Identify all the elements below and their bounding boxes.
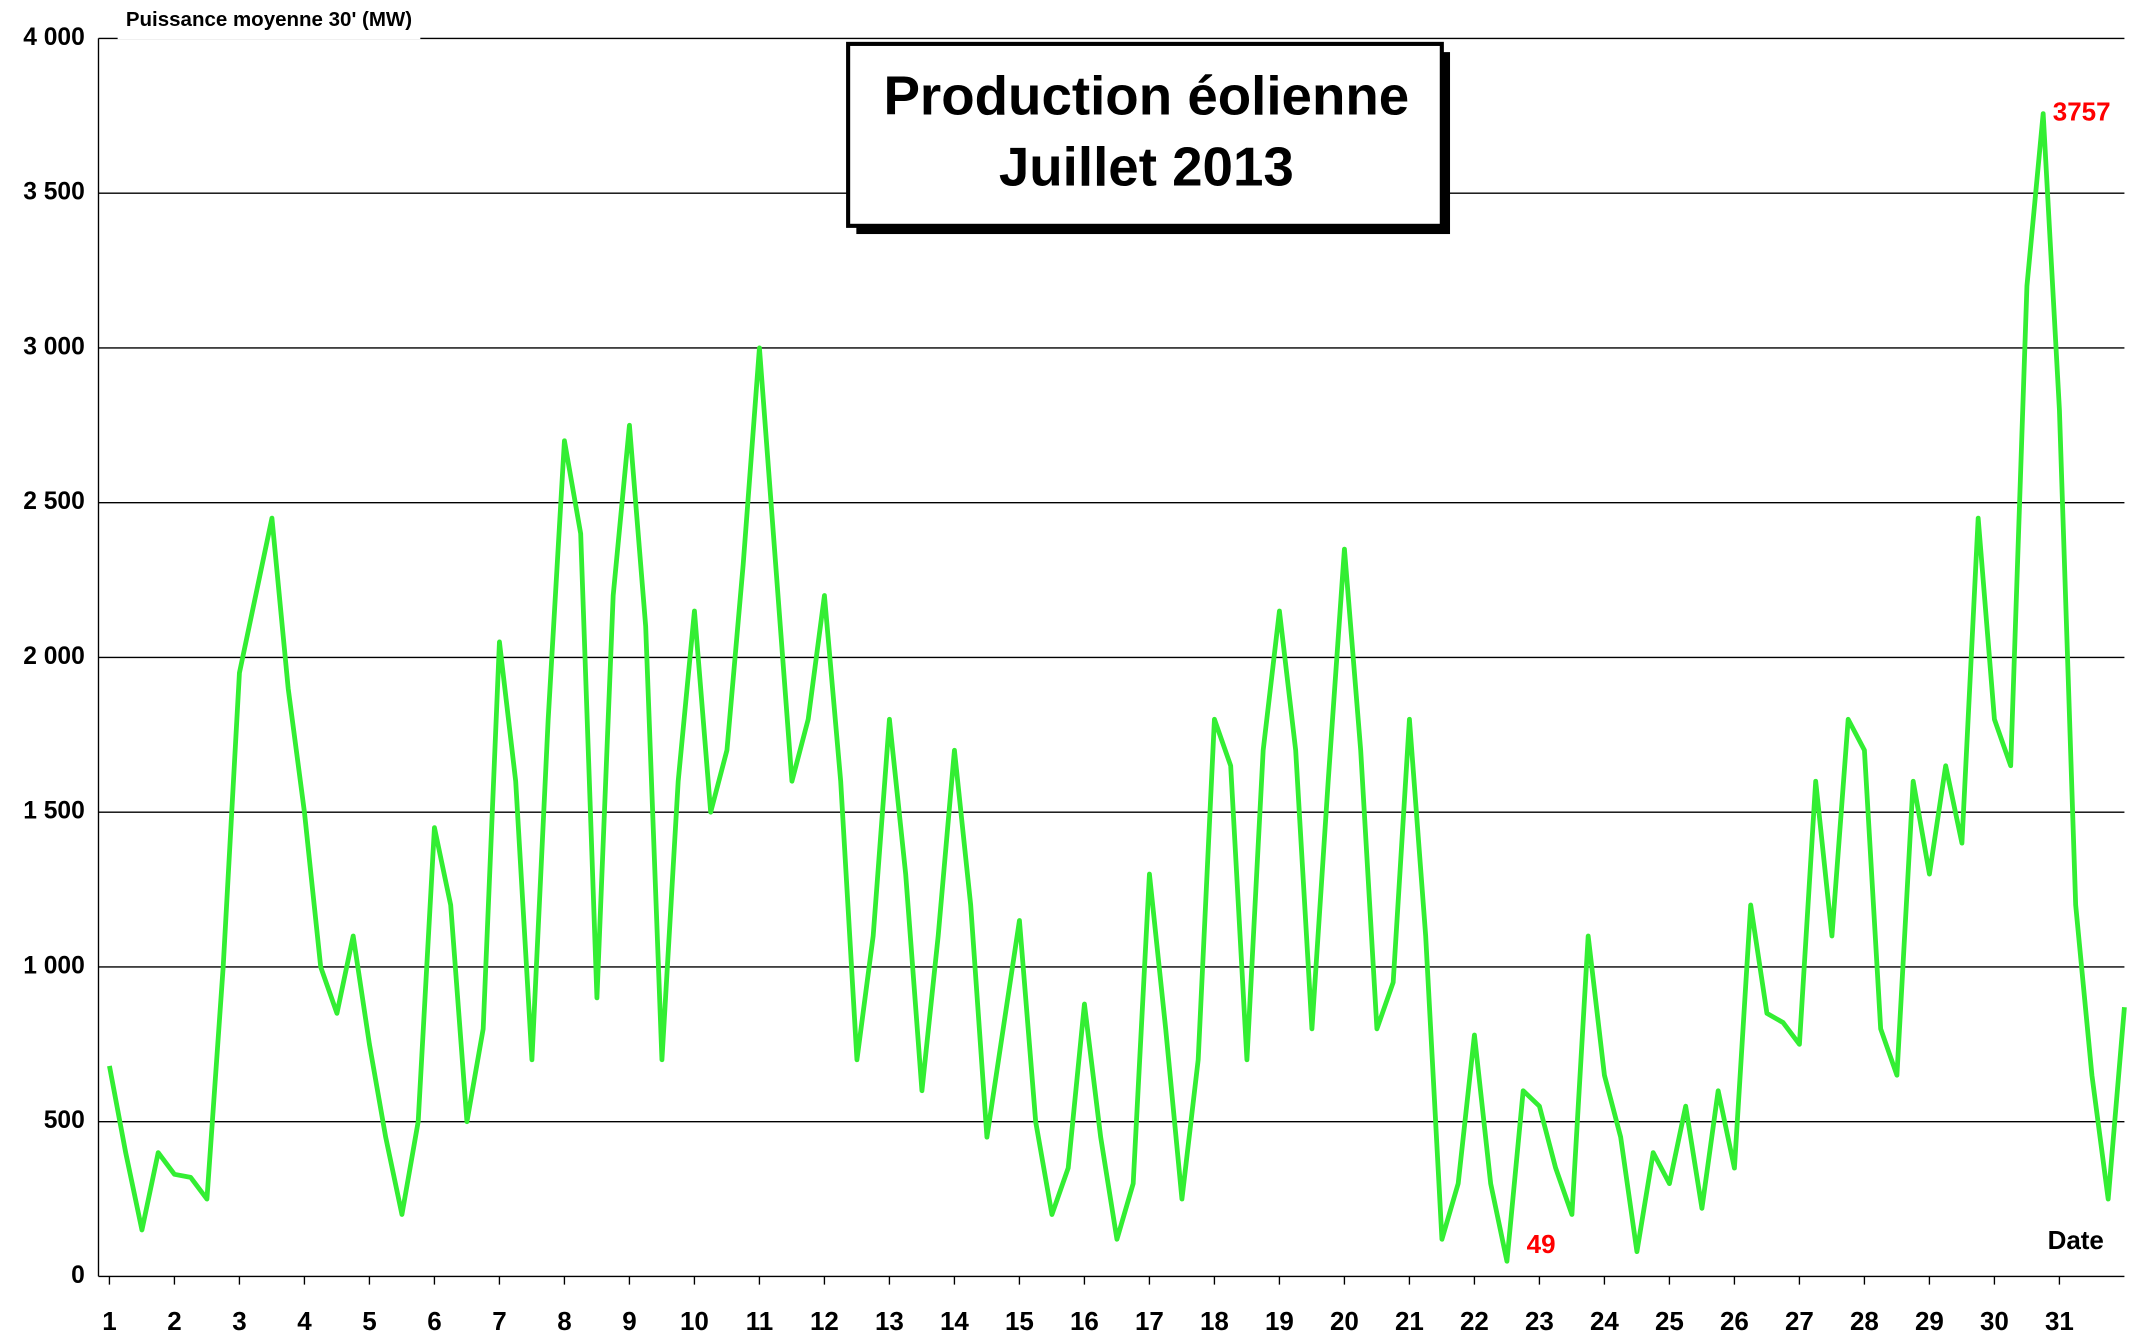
x-tick-label: 1 [102, 1306, 116, 1334]
x-tick-label: 24 [1590, 1306, 1619, 1334]
y-axis-label: Puissance moyenne 30' (MW) [126, 8, 412, 31]
x-tick-label: 6 [427, 1306, 441, 1334]
x-tick-label: 14 [940, 1306, 969, 1334]
x-tick-label: 23 [1525, 1306, 1554, 1334]
y-tick-label: 1 500 [23, 798, 85, 825]
x-tick-label: 8 [557, 1306, 571, 1334]
y-axis-label-bg [117, 5, 421, 40]
y-tick-label: 500 [44, 1107, 85, 1134]
line-series [107, 111, 2127, 1264]
x-tick-label: 19 [1265, 1306, 1294, 1334]
x-tick-label: 20 [1330, 1306, 1359, 1334]
x-tick-label: 13 [875, 1306, 904, 1334]
x-tick-label: 12 [810, 1306, 839, 1334]
y-tick-label: 4 000 [23, 24, 85, 51]
x-tick-label: 29 [1915, 1306, 1944, 1334]
x-tick-label: 18 [1200, 1306, 1229, 1334]
x-tick-label: 9 [622, 1306, 636, 1334]
x-tick-label: 15 [1005, 1306, 1034, 1334]
x-tick-label: 10 [680, 1306, 709, 1334]
x-tick-label: 26 [1720, 1306, 1749, 1334]
x-tick-label: 25 [1655, 1306, 1684, 1334]
x-tick-label: 21 [1395, 1306, 1424, 1334]
x-tick-label: 27 [1785, 1306, 1814, 1334]
x-tick-label: 5 [362, 1306, 376, 1334]
x-tick-label: 16 [1070, 1306, 1099, 1334]
x-tick-label: 17 [1135, 1306, 1164, 1334]
y-tick-label: 2 000 [23, 643, 85, 670]
chart-title: Juillet 2013 [999, 136, 1294, 198]
x-tick-label: 4 [297, 1306, 312, 1334]
y-tick-label: 3 000 [23, 333, 85, 360]
y-tick-label: 2 500 [23, 488, 85, 515]
x-axis-label: Date [2048, 1225, 2104, 1255]
x-tick-label: 28 [1850, 1306, 1879, 1334]
annotation: 49 [1527, 1229, 1556, 1259]
x-tick-label: 31 [2045, 1306, 2074, 1334]
chart-title: Production éolienne [883, 64, 1409, 126]
x-tick-label: 2 [167, 1306, 181, 1334]
x-tick-label: 3 [232, 1306, 246, 1334]
annotation: 3757 [2053, 96, 2111, 126]
y-tick-label: 0 [71, 1262, 85, 1289]
y-tick-label: 1 000 [23, 952, 85, 979]
x-tick-label: 22 [1460, 1306, 1489, 1334]
title-box [846, 41, 1444, 228]
x-tick-label: 30 [1980, 1306, 2009, 1334]
x-tick-label: 11 [746, 1306, 773, 1334]
x-tick-label: 7 [492, 1306, 506, 1334]
y-tick-label: 3 500 [23, 179, 85, 206]
